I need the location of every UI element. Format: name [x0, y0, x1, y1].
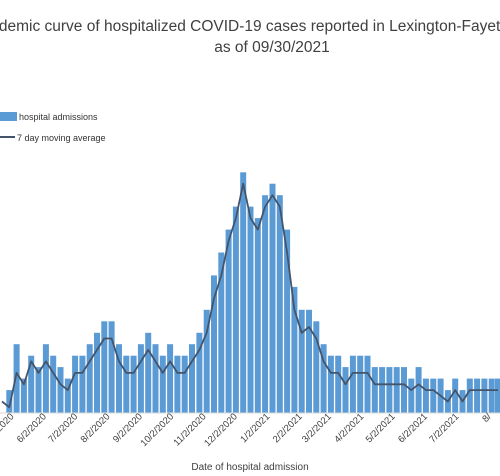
x-tick-label: 4/2/2021: [332, 411, 366, 445]
x-tick-label: 2020: [0, 411, 17, 434]
bar-hospital-admissions: [167, 344, 174, 413]
bar-hospital-admissions: [349, 355, 356, 413]
bar-hospital-admissions: [386, 367, 393, 413]
bar-hospital-admissions: [408, 378, 415, 413]
chart-title-line-2: as of 09/30/2021: [214, 39, 330, 56]
x-tick-label: 7/2/2020: [46, 411, 80, 445]
x-tick-label: 1/2/2021: [238, 411, 272, 445]
bar-hospital-admissions: [152, 344, 159, 413]
bar-hospital-admissions: [130, 355, 137, 413]
bar-hospital-admissions: [123, 355, 130, 413]
bar-hospital-admissions: [79, 355, 86, 413]
bar-hospital-admissions: [401, 367, 407, 413]
bar-hospital-admissions: [335, 355, 342, 413]
bar-hospital-admissions: [393, 367, 400, 413]
line-group: [1, 182, 498, 409]
bar-hospital-admissions: [357, 355, 364, 413]
bar-hospital-admissions: [284, 229, 291, 413]
bar-hospital-admissions: [196, 332, 203, 414]
bar-hospital-admissions: [145, 332, 152, 414]
legend-label-moving-average: 7 day moving average: [17, 133, 106, 143]
bar-hospital-admissions: [42, 344, 49, 413]
bar-hospital-admissions: [211, 275, 217, 413]
legend-label-hospital-admissions: hospital admissions: [19, 112, 98, 122]
x-tick-label: 6/2/2020: [15, 411, 49, 445]
bar-hospital-admissions: [35, 367, 42, 413]
bar-hospital-admissions: [86, 344, 93, 413]
bar-hospital-admissions: [495, 378, 500, 413]
bar-hospital-admissions: [20, 378, 27, 413]
bar-hospital-admissions: [379, 367, 386, 413]
bar-hospital-admissions: [474, 378, 481, 413]
chart-title-line-1: pidemic curve of hospitalized COVID-19 c…: [0, 18, 500, 35]
bar-hospital-admissions: [72, 355, 79, 413]
bar-hospital-admissions: [28, 355, 35, 413]
bar-hospital-admissions: [320, 344, 327, 413]
bar-hospital-admissions: [181, 355, 188, 413]
bar-hospital-admissions: [306, 309, 312, 413]
bar-hospital-admissions: [327, 355, 334, 413]
bar-hospital-admissions: [313, 321, 320, 413]
moving-average-line: [1, 182, 498, 409]
bar-hospital-admissions: [371, 367, 378, 413]
bar-hospital-admissions: [342, 367, 349, 413]
bar-hospital-admissions: [466, 378, 473, 413]
bar-hospital-admissions: [57, 367, 64, 413]
bar-hospital-admissions: [430, 378, 437, 413]
x-tick-labels: 20206/2/20207/2/20208/2/20209/2/202010/2…: [0, 411, 494, 449]
legend: hospital admissions 7 day moving average: [0, 112, 106, 143]
bar-hospital-admissions: [452, 378, 459, 413]
x-tick-label: 12/2/2020: [202, 411, 240, 449]
x-axis-title: Date of hospital admission: [191, 462, 308, 473]
bar-hospital-admissions: [262, 195, 269, 413]
bar-hospital-admissions: [298, 309, 305, 413]
bar-hospital-admissions: [189, 344, 195, 413]
bar-hospital-admissions: [203, 309, 210, 413]
x-tick-label: 8/2/2020: [79, 411, 113, 445]
bars-group: [6, 172, 500, 414]
bar-hospital-admissions: [50, 355, 57, 413]
legend-swatch-hospital-admissions: [0, 112, 17, 121]
bar-hospital-admissions: [94, 332, 100, 414]
bar-hospital-admissions: [254, 218, 261, 413]
bar-hospital-admissions: [247, 206, 254, 413]
bar-hospital-admissions: [218, 252, 225, 413]
bar-hospital-admissions: [159, 355, 166, 413]
x-tick-label: 6/2/2021: [396, 411, 430, 445]
bar-hospital-admissions: [174, 355, 181, 413]
bar-hospital-admissions: [240, 172, 247, 414]
bar-hospital-admissions: [269, 183, 276, 413]
bar-hospital-admissions: [291, 286, 298, 413]
bar-hospital-admissions: [488, 378, 495, 413]
bar-hospital-admissions: [422, 378, 429, 413]
bar-hospital-admissions: [481, 378, 488, 413]
bar-hospital-admissions: [276, 195, 283, 413]
bar-hospital-admissions: [232, 206, 239, 413]
bar-hospital-admissions: [108, 321, 115, 413]
bar-hospital-admissions: [364, 355, 371, 413]
bar-hospital-admissions: [116, 344, 122, 413]
bar-hospital-admissions: [415, 367, 422, 413]
x-tick-label: 5/2/2021: [364, 411, 398, 445]
x-tick-label: 10/2/2020: [139, 411, 177, 449]
bar-hospital-admissions: [137, 344, 144, 413]
x-tick-label: 7/2/2021: [427, 411, 461, 445]
x-tick-label: 3/2/2021: [300, 411, 334, 445]
bar-hospital-admissions: [101, 321, 108, 413]
x-tick-label: 2/2/2021: [271, 411, 305, 445]
bar-hospital-admissions: [6, 390, 13, 413]
bar-hospital-admissions: [64, 378, 71, 413]
bar-hospital-admissions: [225, 229, 232, 413]
bar-hospital-admissions: [13, 344, 20, 413]
